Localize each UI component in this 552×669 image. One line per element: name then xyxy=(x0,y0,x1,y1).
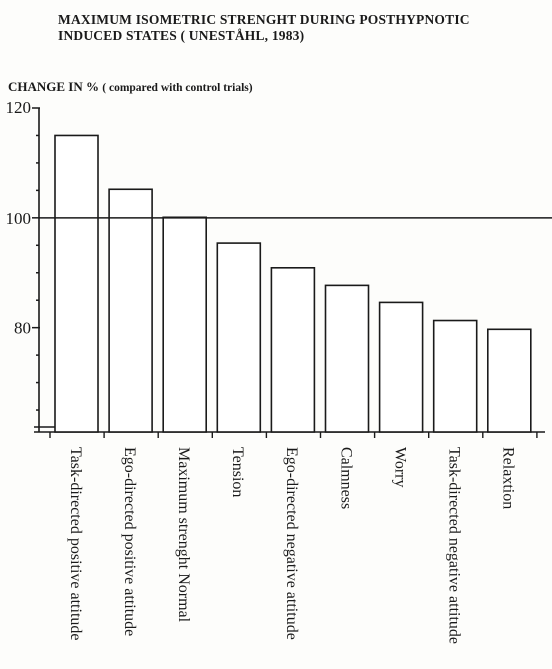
bar xyxy=(270,267,316,433)
y-axis-label: CHANGE IN % ( compared with control tria… xyxy=(8,79,253,95)
y-tick-label: 100 xyxy=(6,209,32,228)
chart-title: MAXIMUM ISOMETRIC STRENGHT DURING POSTHY… xyxy=(58,12,470,27)
x-category-label: Task-directed negative attitude xyxy=(446,447,463,644)
x-category-label: Ego-directed negative attitude xyxy=(283,447,300,640)
bar xyxy=(324,284,370,433)
bar xyxy=(486,328,532,433)
y-axis-label-main: CHANGE IN % xyxy=(8,79,100,94)
bar xyxy=(162,216,207,433)
bar xyxy=(216,242,262,433)
x-category-label: Tension xyxy=(229,447,246,497)
x-category-label: Worry xyxy=(391,447,408,487)
x-category-label: Relaxtion xyxy=(500,447,517,509)
bar xyxy=(378,301,424,433)
y-axis-label-sub: ( compared with control trials) xyxy=(102,82,253,94)
y-tick-label: 120 xyxy=(6,98,32,117)
chart-title-line2: INDUCED STATES ( UNESTÅHL, 1983) xyxy=(58,28,305,43)
bar xyxy=(432,319,478,433)
x-category-label: Task-directed positive attitude xyxy=(67,447,84,640)
x-category-label: Maximum strenght Normal xyxy=(175,447,192,623)
y-tick-label: 80 xyxy=(14,319,31,338)
bar xyxy=(54,134,99,433)
bar xyxy=(108,188,153,433)
x-category-label: Calmness xyxy=(337,447,354,509)
x-category-label: Ego-directed positive attitude xyxy=(121,447,138,636)
